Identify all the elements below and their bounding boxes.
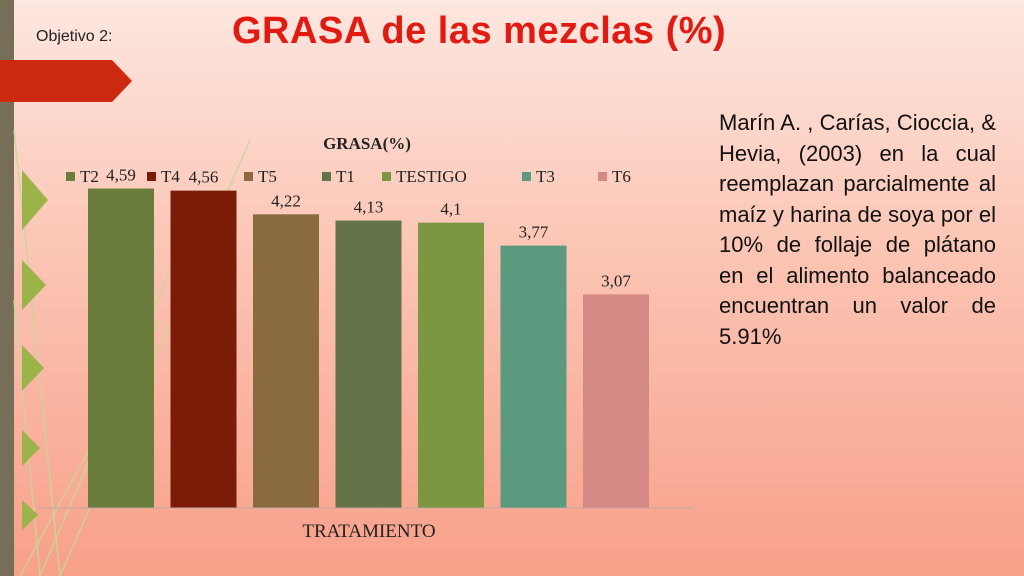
legend-swatch [322, 172, 331, 181]
bar-value-label: 3,07 [601, 271, 631, 290]
legend-swatch [244, 172, 253, 181]
legend-label: TESTIGO [396, 167, 467, 186]
red-arrow-tab [0, 60, 132, 102]
legend-label: T2 [80, 167, 99, 186]
bar-t4 [170, 190, 237, 508]
bar-value-label: 3,77 [519, 223, 549, 242]
legend-label: T6 [612, 167, 631, 186]
bar-value-label: 4,13 [354, 198, 384, 217]
legend-label: T5 [258, 167, 277, 186]
bar-t5 [253, 214, 319, 508]
bar-value-label: 4,56 [189, 168, 219, 187]
legend-swatch [66, 172, 75, 181]
bar-value-label: 4,59 [106, 166, 136, 185]
citation-text: Marín A. , Carías, Cioccia, & Hevia, (20… [719, 110, 996, 349]
legend-label: T4 [161, 167, 180, 186]
bar-testigo [418, 222, 484, 508]
bar-t6 [583, 294, 649, 508]
legend-swatch [522, 172, 531, 181]
legend-swatch [147, 172, 156, 181]
chart-legend: T2 T4 T5 T1 TESTIGO T3 T6 [66, 167, 631, 186]
bar-value-label: 4,1 [440, 200, 461, 219]
bar-t2 [88, 188, 154, 508]
bar-value-label: 4,22 [271, 191, 301, 210]
legend-label: T1 [336, 167, 355, 186]
objective-label: Objetivo 2: [36, 28, 113, 45]
slide-title: GRASA de las mezclas (%) [232, 10, 727, 52]
x-axis-label: TRATAMIENTO [302, 521, 435, 542]
left-accent-bar [0, 0, 14, 576]
legend-swatch [598, 172, 607, 181]
chart-bars: 4,59 4,56 4,22 4,13 4,1 3,77 3,07 [88, 166, 649, 508]
grasa-bar-chart: GRASA(%) T2 T4 T5 T1 TESTIGO T3 T6 4,59 4,56 4,2… [38, 134, 693, 542]
chart-title: GRASA(%) [323, 134, 411, 153]
legend-label: T3 [536, 167, 555, 186]
bar-t1 [335, 220, 402, 508]
bar-t3 [500, 245, 567, 508]
legend-swatch [382, 172, 391, 181]
